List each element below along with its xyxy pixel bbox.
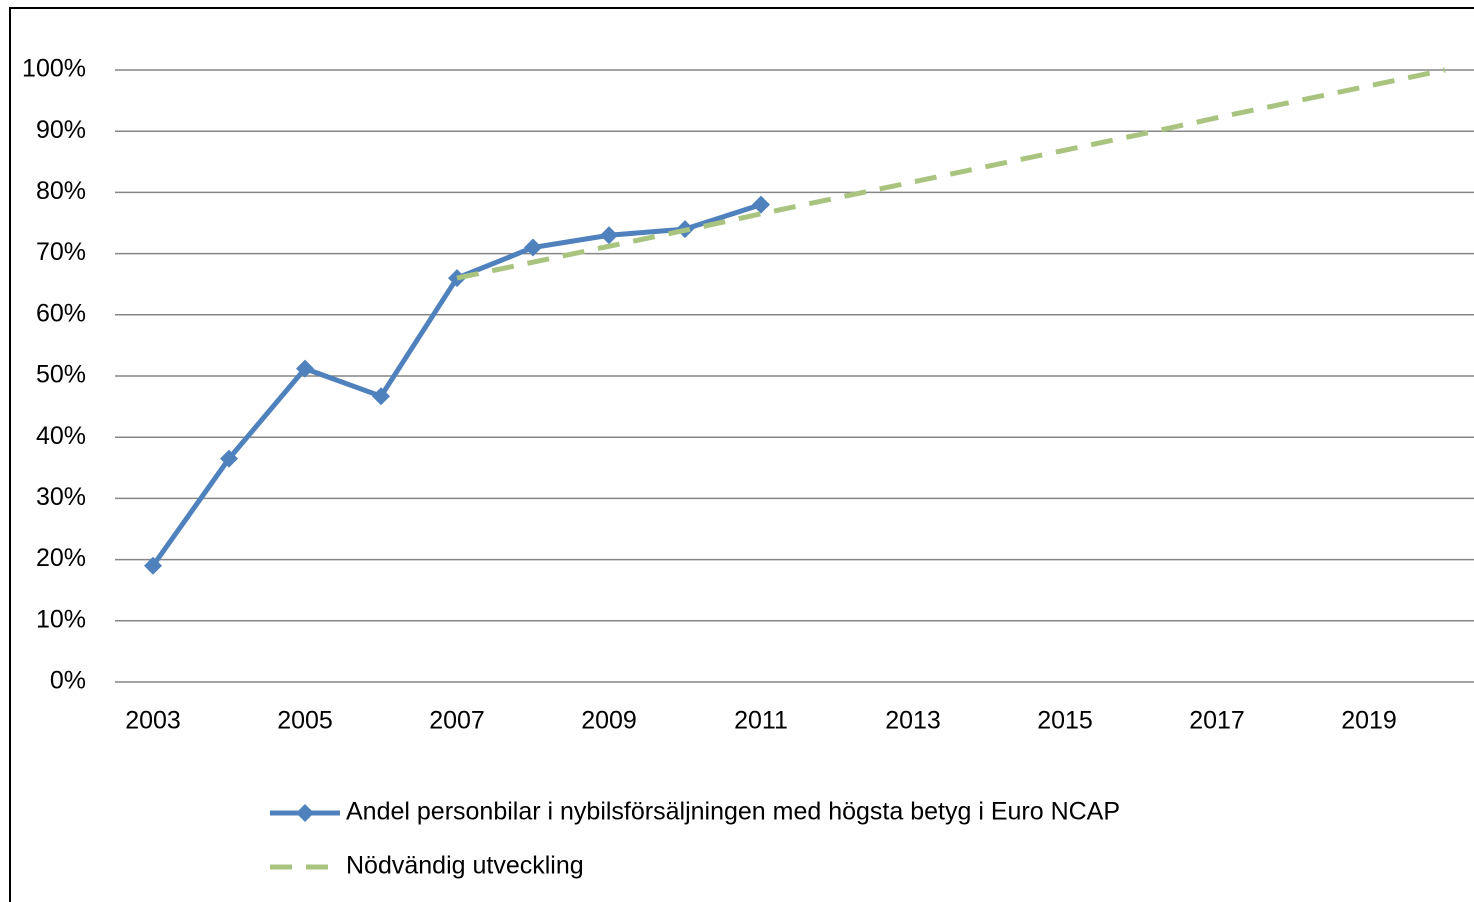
legend-label: Andel personbilar i nybilsförsäljningen … bbox=[346, 798, 1120, 826]
y-tick-label: 0% bbox=[50, 667, 86, 695]
data-point bbox=[144, 556, 162, 575]
y-tick-label: 50% bbox=[36, 361, 86, 389]
x-tick-label: 2011 bbox=[734, 707, 788, 735]
x-tick-label: 2003 bbox=[125, 707, 181, 735]
y-tick-label: 80% bbox=[36, 177, 86, 205]
y-tick-label: 90% bbox=[36, 116, 86, 144]
y-tick-label: 30% bbox=[36, 483, 86, 511]
x-tick-label: 2013 bbox=[885, 707, 941, 735]
x-tick-label: 2015 bbox=[1037, 707, 1093, 735]
x-tick-label: 2019 bbox=[1341, 707, 1397, 735]
data-point bbox=[296, 359, 314, 378]
y-tick-label: 20% bbox=[36, 544, 86, 572]
chart-frame bbox=[9, 7, 1474, 902]
data-point bbox=[220, 449, 238, 468]
x-tick-label: 2005 bbox=[277, 707, 333, 735]
y-tick-label: 60% bbox=[36, 299, 86, 327]
y-tick-label: 10% bbox=[36, 605, 86, 633]
data-point bbox=[372, 387, 390, 406]
series-line bbox=[456, 67, 1446, 281]
data-point bbox=[524, 238, 542, 257]
y-tick-label: 100% bbox=[22, 55, 86, 83]
x-tick-label: 2017 bbox=[1189, 707, 1245, 735]
x-tick-label: 2009 bbox=[581, 707, 637, 735]
legend-marker bbox=[296, 804, 314, 822]
data-point bbox=[600, 226, 618, 245]
x-tick-label: 2007 bbox=[429, 707, 485, 735]
y-tick-label: 70% bbox=[36, 238, 86, 266]
legend-label: Nödvändig utveckling bbox=[346, 852, 584, 880]
data-point bbox=[752, 195, 770, 214]
y-tick-label: 40% bbox=[36, 422, 86, 450]
